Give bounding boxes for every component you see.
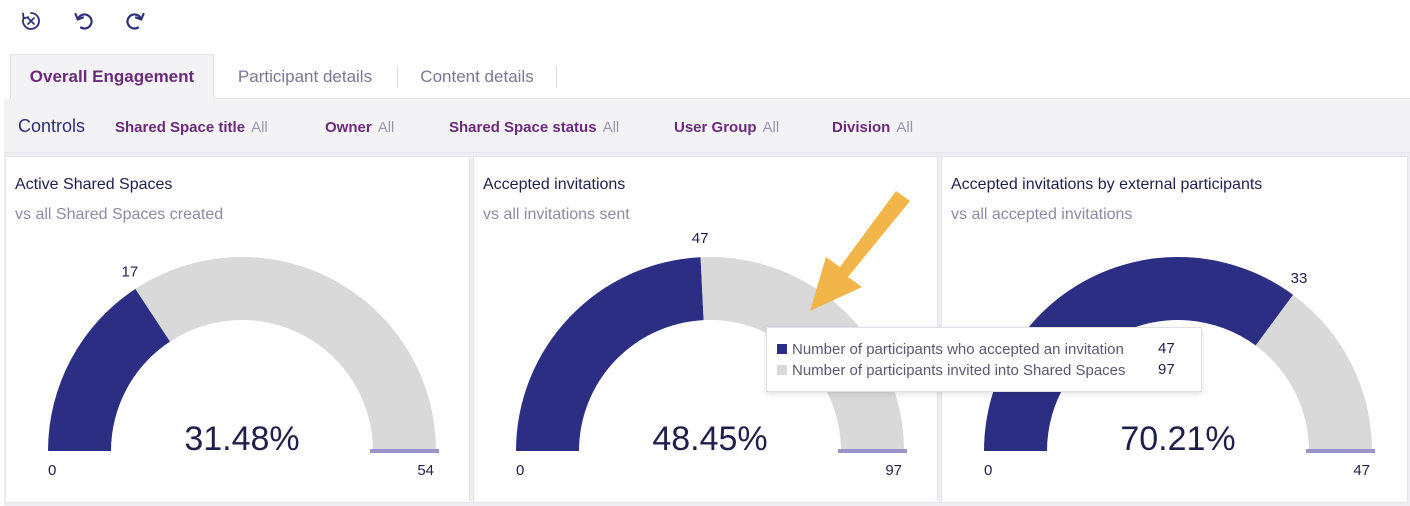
tooltip-value: 47 <box>1158 340 1175 357</box>
gauge-value-label: 33 <box>1291 270 1308 287</box>
gauge-max-label: 47 <box>1353 462 1370 479</box>
control-user-group[interactable]: User Group All <box>674 119 779 136</box>
panel-subtitle: vs all Shared Spaces created <box>15 206 224 223</box>
control-value: All <box>762 119 780 136</box>
gauge-chart: 70.21% 33 0 47 <box>984 257 1375 479</box>
panel-title: Active Shared Spaces <box>15 176 173 193</box>
control-label: Division <box>832 119 891 136</box>
tooltip-row: Number of participants invited into Shar… <box>777 360 1126 380</box>
control-label: Owner <box>325 119 372 136</box>
control-label: Shared Space status <box>449 119 597 136</box>
toolbar <box>0 0 1410 44</box>
control-division[interactable]: Division All <box>832 119 913 136</box>
undo-button[interactable] <box>70 7 98 35</box>
control-label: Shared Space title <box>115 119 246 136</box>
reset-button[interactable] <box>17 7 45 35</box>
control-value: All <box>896 119 914 136</box>
gauge-percent-label: 31.48% <box>184 420 299 458</box>
gauge-chart: 31.48% 17 0 54 <box>48 257 439 479</box>
gauge-min-label: 0 <box>516 462 524 479</box>
panel-subtitle: vs all invitations sent <box>483 206 630 223</box>
gauge-max-marker <box>1306 449 1375 453</box>
gauge-value-label: 17 <box>122 264 139 281</box>
gauge-percent-label: 48.45% <box>652 420 767 458</box>
gauge-filled-arc[interactable] <box>516 257 704 451</box>
tooltip-label: Number of participants invited into Shar… <box>792 361 1126 379</box>
gauge-max-label: 54 <box>417 462 434 479</box>
gauge-percent-label: 70.21% <box>1120 420 1235 458</box>
redo-icon <box>126 12 145 30</box>
legend-swatch <box>777 344 787 354</box>
legend-swatch <box>777 365 787 375</box>
panel-subtitle: vs all accepted invitations <box>951 206 1133 223</box>
controls-bar: Controls Shared Space title All Owner All … <box>4 99 1410 153</box>
panel-title: Accepted invitations by external partici… <box>951 176 1263 193</box>
chart-tooltip: Number of participants who accepted an i… <box>766 327 1202 392</box>
panel-title: Accepted invitations <box>483 176 626 193</box>
control-value: All <box>377 119 395 136</box>
redo-button[interactable] <box>121 7 149 35</box>
tab-participant-details[interactable]: Participant details <box>237 66 373 86</box>
annotation-arrow-icon <box>810 191 910 311</box>
gauge-filled-arc[interactable] <box>984 257 1294 451</box>
gauge-filled-arc[interactable] <box>48 288 171 451</box>
control-value: All <box>602 119 620 136</box>
tooltip-row: Number of participants who accepted an i… <box>777 339 1124 359</box>
controls-title: Controls <box>18 116 86 136</box>
gauge-max-marker <box>370 449 439 453</box>
gauge-max-label: 97 <box>885 462 902 479</box>
gauge-value-label: 47 <box>692 230 709 247</box>
tab-bar: Overall Engagement Participant details C… <box>10 54 1410 100</box>
undo-icon <box>74 12 93 30</box>
reset-icon <box>22 12 40 30</box>
gauge-panel-active-shared-spaces[interactable]: Active Shared Spaces vs all Shared Space… <box>5 156 470 503</box>
tab-divider <box>397 66 398 88</box>
gauge-remaining-arc[interactable] <box>1255 294 1372 451</box>
control-shared-space-title[interactable]: Shared Space title All <box>115 119 268 136</box>
control-owner[interactable]: Owner All <box>325 119 394 136</box>
control-value: All <box>251 119 268 136</box>
tooltip-label: Number of participants who accepted an i… <box>792 340 1124 358</box>
tooltip-value: 97 <box>1158 361 1175 378</box>
tab-divider <box>556 66 557 88</box>
gauge-remaining-arc[interactable] <box>135 257 436 451</box>
tab-overall-engagement[interactable]: Overall Engagement <box>10 54 214 100</box>
control-label: User Group <box>674 119 757 136</box>
tab-content-details[interactable]: Content details <box>420 66 534 86</box>
gauge-min-label: 0 <box>984 462 992 479</box>
control-shared-space-status[interactable]: Shared Space status All <box>449 119 619 136</box>
gauge-min-label: 0 <box>48 462 56 479</box>
gauge-max-marker <box>838 449 907 453</box>
